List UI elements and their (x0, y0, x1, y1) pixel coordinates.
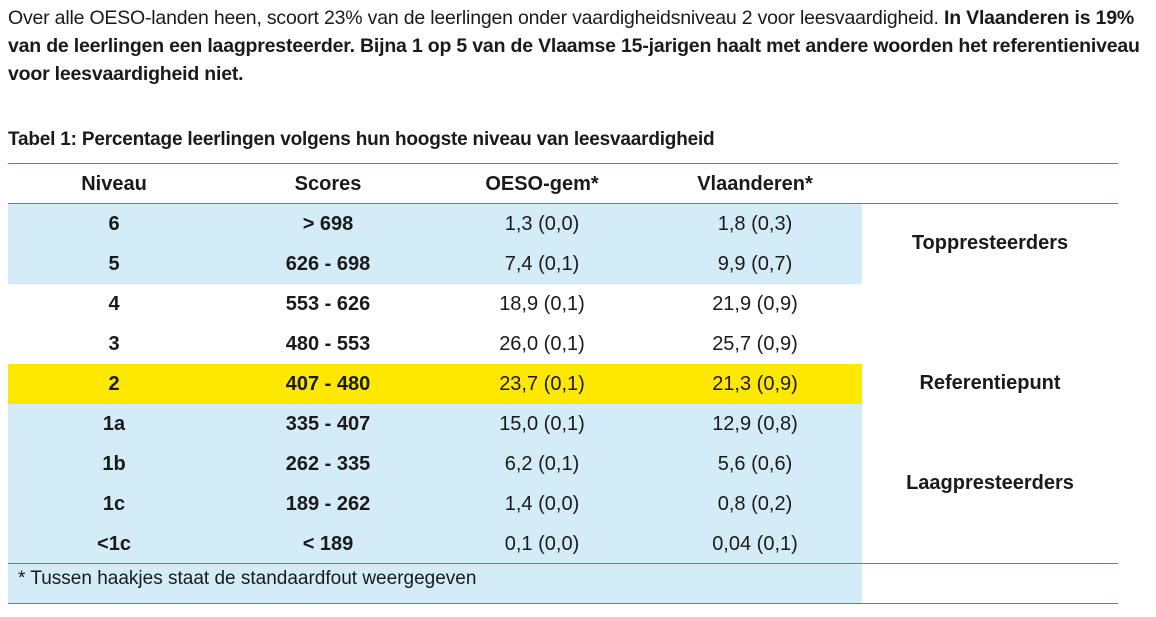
band-top (8, 204, 862, 284)
cell-vlaanderen: 21,9 (0,9) (712, 293, 798, 315)
cell-scores: < 189 (302, 533, 354, 555)
cell-vlaanderen: 25,7 (0,9) (712, 333, 798, 355)
band-low (8, 404, 862, 563)
cell-scores: 189 - 262 (285, 493, 371, 515)
cell-scores: > 698 (302, 213, 354, 235)
cell-vlaanderen: 0,04 (0,1) (712, 533, 798, 555)
cell-vlaanderen: 9,9 (0,7) (717, 253, 793, 275)
band-footnote (8, 564, 862, 603)
cell-scores: 335 - 407 (285, 413, 371, 435)
table-top-rule (8, 163, 1118, 164)
cell-niveau: 1c (102, 493, 126, 515)
cell-niveau: 1b (102, 453, 126, 475)
cell-oeso: 15,0 (0,1) (499, 413, 585, 435)
cell-scores: 407 - 480 (285, 373, 371, 395)
intro-bold-text: In Vlaanderen is 19% van de leerlingen e… (8, 7, 1140, 85)
cell-oeso: 23,7 (0,1) (499, 373, 585, 395)
cell-niveau: 6 (108, 213, 120, 235)
cell-vlaanderen: 21,3 (0,9) (712, 373, 798, 395)
cell-vlaanderen: 1,8 (0,3) (717, 213, 793, 235)
group-label-low: Laagpresteerders (906, 472, 1074, 494)
cell-oeso: 1,3 (0,0) (504, 213, 580, 235)
cell-oeso: 6,2 (0,1) (504, 453, 580, 475)
cell-oeso: 18,9 (0,1) (499, 293, 585, 315)
cell-niveau: 3 (108, 333, 120, 355)
intro-normal-text: Over alle OESO-landen heen, scoort 23% v… (8, 7, 944, 29)
cell-scores: 262 - 335 (285, 453, 371, 475)
header-niveau: Niveau (81, 173, 147, 195)
footnote-bottom-rule (8, 603, 1118, 604)
cell-vlaanderen: 5,6 (0,6) (717, 453, 793, 475)
cell-niveau: 5 (108, 253, 120, 275)
cell-niveau: 4 (108, 293, 120, 315)
cell-oeso: 1,4 (0,0) (504, 493, 580, 515)
header-oeso: OESO-gem* (485, 173, 599, 195)
cell-vlaanderen: 0,8 (0,2) (717, 493, 793, 515)
cell-niveau: 1a (102, 413, 126, 435)
band-reference (8, 364, 862, 404)
group-label-reference: Referentiepunt (919, 372, 1061, 394)
cell-oeso: 26,0 (0,1) (499, 333, 585, 355)
cell-scores: 553 - 626 (285, 293, 371, 315)
cell-oeso: 7,4 (0,1) (504, 253, 580, 275)
table-caption: Tabel 1: Percentage leerlingen volgens h… (8, 129, 715, 150)
cell-niveau: <1c (97, 533, 131, 555)
intro-paragraph: Over alle OESO-landen heen, scoort 23% v… (8, 4, 1148, 88)
cell-scores: 626 - 698 (285, 253, 371, 275)
group-label-top: Toppresteerders (911, 232, 1069, 254)
cell-niveau: 2 (108, 373, 120, 395)
cell-scores: 480 - 553 (285, 333, 371, 355)
header-scores: Scores (294, 173, 362, 195)
table-bottom-rule (8, 563, 1118, 564)
footnote: * Tussen haakjes staat de standaardfout … (18, 568, 477, 589)
header-vlaanderen: Vlaanderen* (697, 173, 813, 195)
header-bottom-rule (8, 203, 1118, 204)
cell-vlaanderen: 12,9 (0,8) (712, 413, 798, 435)
cell-oeso: 0,1 (0,0) (504, 533, 580, 555)
